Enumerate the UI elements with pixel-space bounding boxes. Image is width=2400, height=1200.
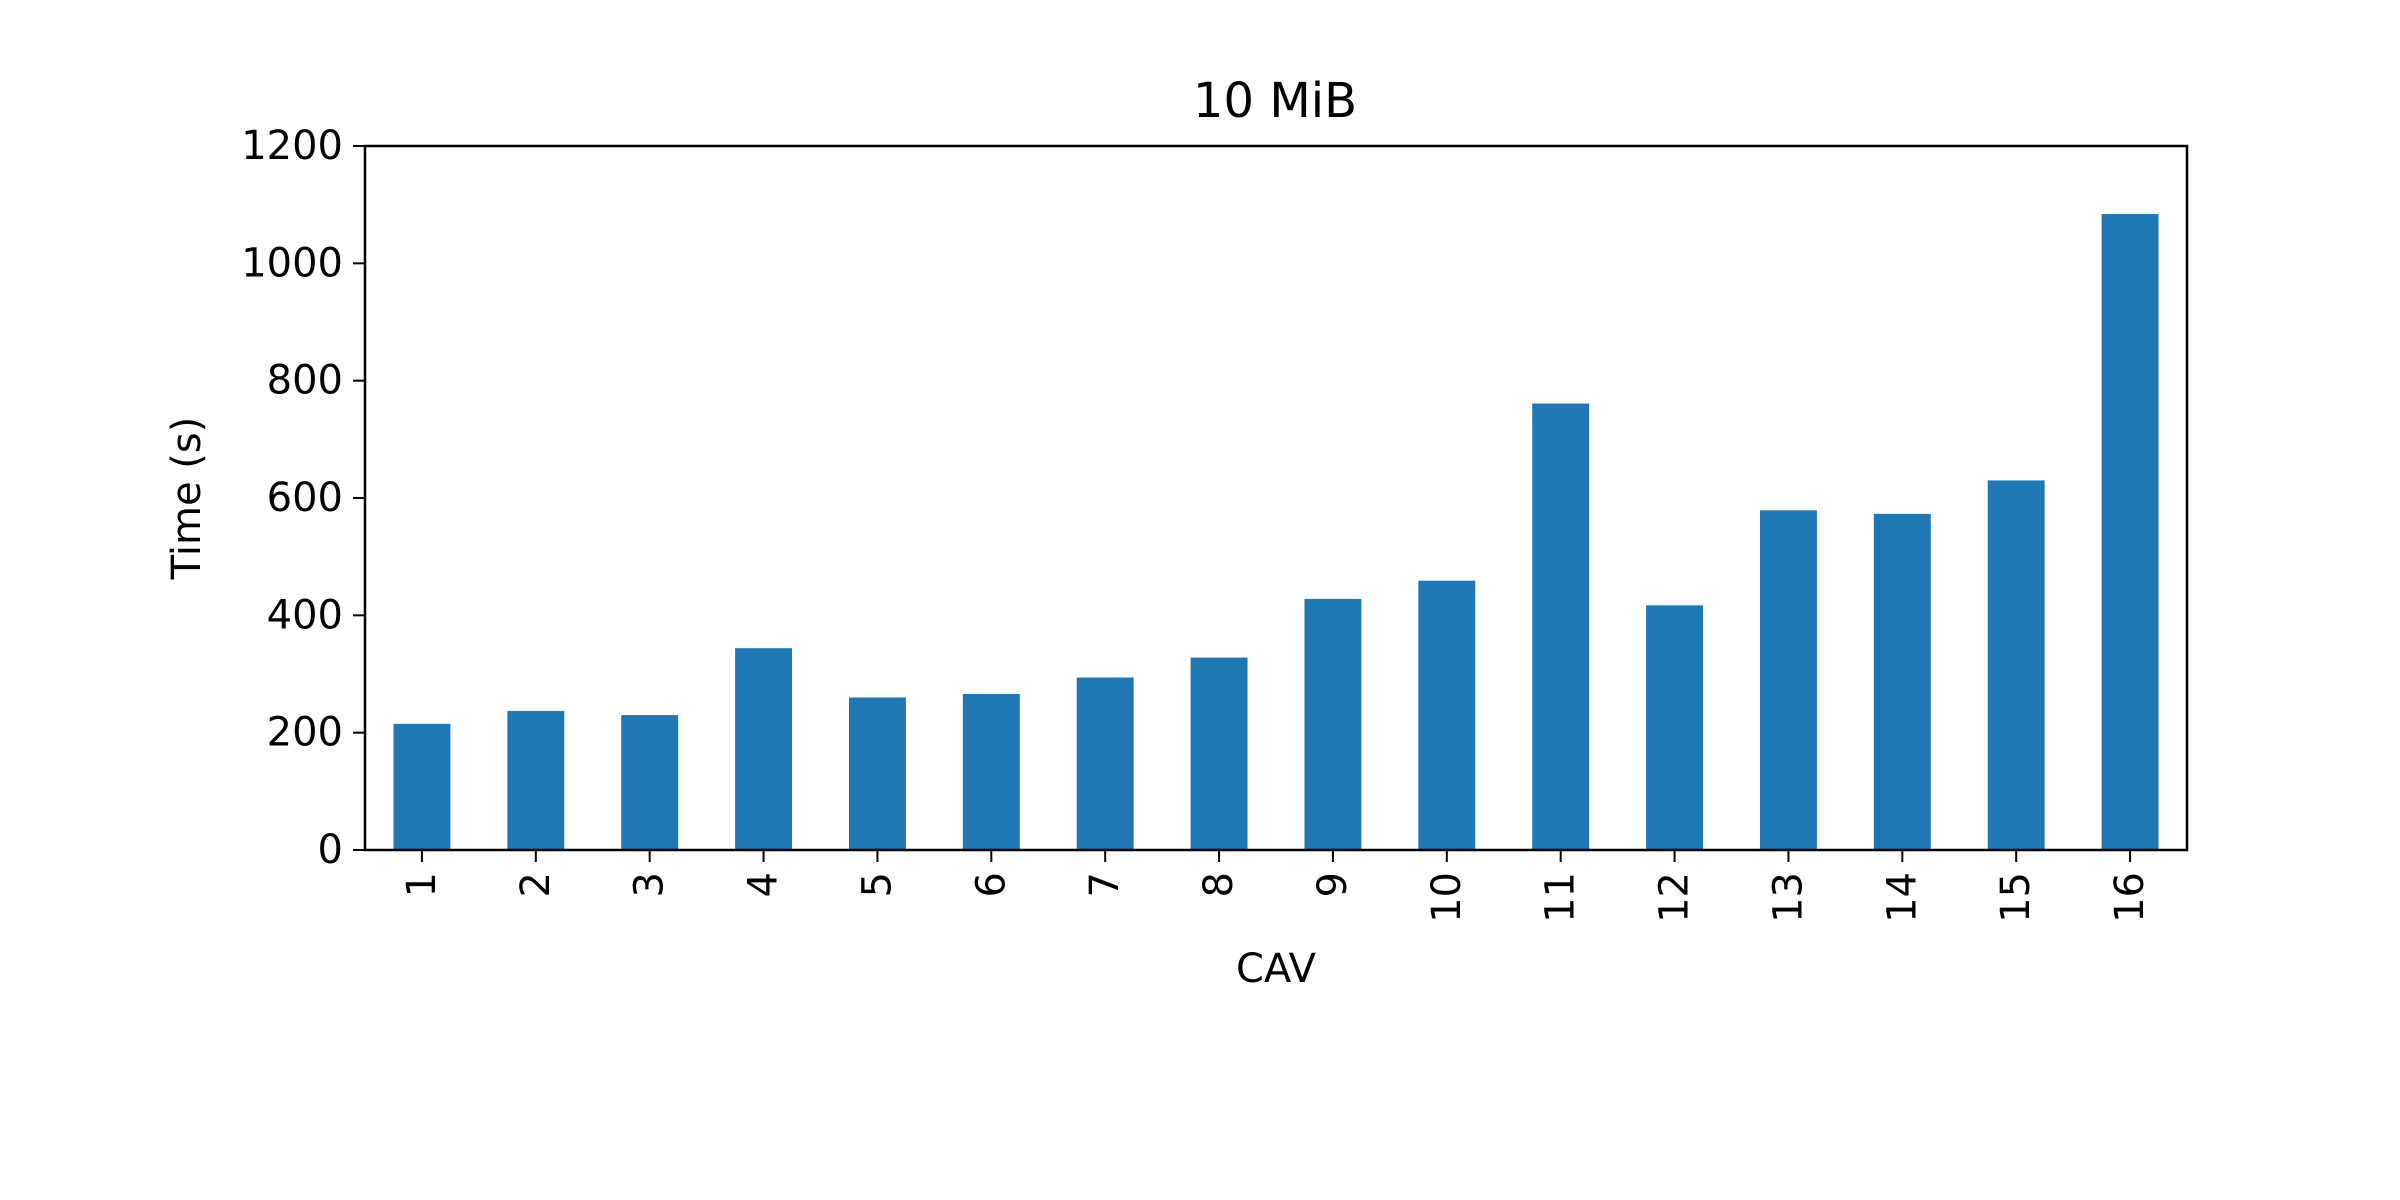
- x-tick-label: 9: [1310, 872, 1356, 897]
- x-tick-label: 1: [399, 872, 445, 897]
- x-tick-label: 10: [1424, 872, 1470, 923]
- x-tick-label: 14: [1879, 872, 1925, 923]
- y-tick-label: 400: [267, 592, 343, 638]
- x-tick-label: 6: [968, 872, 1014, 897]
- y-tick-label: 800: [267, 358, 343, 404]
- bar-3: [621, 715, 679, 850]
- bar-2: [507, 710, 565, 850]
- plot-frame: [363, 144, 2189, 852]
- y-tick-label: 200: [267, 710, 343, 756]
- bar-1: [393, 723, 451, 850]
- y-tick-label: 1200: [241, 123, 343, 169]
- x-tick-label: 2: [513, 872, 559, 897]
- chart-title: 10 MiB: [1193, 73, 1357, 129]
- bar-5: [848, 697, 906, 850]
- bars: [393, 214, 2159, 850]
- bar-11: [1532, 403, 1590, 850]
- x-axis-title: CAV: [1236, 946, 1317, 992]
- bar-8: [1190, 657, 1248, 850]
- y-tick-label: 600: [267, 475, 343, 521]
- x-tick-label: 7: [1082, 872, 1128, 897]
- bar-13: [1759, 510, 1817, 850]
- bar-12: [1646, 605, 1704, 850]
- x-tick-label: 8: [1196, 872, 1242, 897]
- y-tick-label: 1000: [241, 240, 343, 286]
- y-axis-ticks: 0 200 400 600 800 1000 1200: [241, 123, 365, 873]
- bar-14: [1873, 513, 1931, 850]
- x-tick-label: 3: [627, 872, 673, 897]
- y-tick-label: 0: [318, 827, 343, 873]
- bar-7: [1076, 677, 1134, 850]
- x-tick-label: 16: [2107, 872, 2153, 923]
- x-tick-label: 4: [741, 872, 787, 897]
- bar-15: [1987, 480, 2045, 850]
- bar-4: [735, 648, 793, 850]
- x-tick-label: 13: [1765, 872, 1811, 923]
- x-tick-label: 15: [1993, 872, 2039, 923]
- bar-6: [962, 693, 1020, 850]
- bar-10: [1418, 580, 1476, 850]
- bar-16: [2101, 214, 2159, 850]
- x-axis-ticks: 1 2 3 4 5 6 7 8 9 10 11 12 13 14 15 16: [399, 850, 2153, 923]
- bar-9: [1304, 598, 1362, 850]
- x-tick-label: 12: [1652, 872, 1698, 923]
- y-axis-title: Time (s): [164, 417, 210, 581]
- x-tick-label: 5: [854, 872, 900, 897]
- x-tick-label: 11: [1538, 872, 1584, 923]
